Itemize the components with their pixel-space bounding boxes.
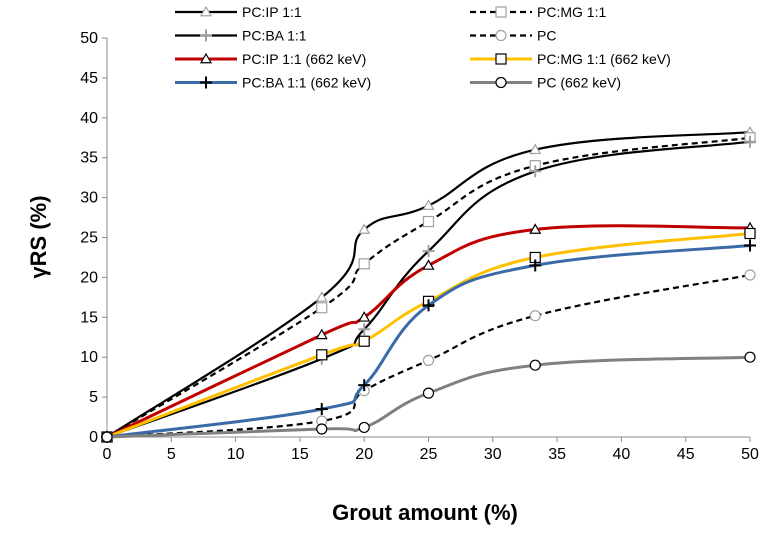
y-tick-label: 30 (80, 190, 98, 207)
data-point (316, 423, 328, 435)
y-tick-label: 0 (89, 429, 98, 446)
data-point (422, 245, 435, 258)
legend-label: PC (537, 28, 556, 44)
data-point (316, 302, 328, 314)
data-point (422, 215, 435, 228)
legend-item: PC:IP 1:1 (175, 4, 302, 20)
series-7 (101, 239, 756, 443)
data-point (358, 421, 370, 434)
legend-marker (200, 76, 212, 89)
legend-item: PC:BA 1:1 (175, 28, 307, 44)
data-point (744, 269, 756, 281)
data-point (422, 354, 435, 366)
x-tick-label: 20 (355, 446, 373, 463)
legend-item: PC:MG 1:1 (470, 4, 606, 20)
x-tick-label: 30 (484, 446, 502, 463)
y-axis-title: γRS (%) (26, 195, 51, 278)
series-line (106, 232, 751, 439)
series-line (106, 273, 751, 439)
y-tick-label: 20 (80, 269, 98, 286)
data-point (315, 403, 328, 416)
y-tick-label: 15 (80, 309, 98, 326)
data-point (529, 310, 541, 322)
data-point (422, 299, 435, 312)
data-point (529, 359, 541, 371)
series-line (106, 131, 751, 438)
legend-marker (495, 29, 507, 42)
legend-marker (495, 76, 507, 89)
series-line (106, 224, 751, 439)
data-point (744, 239, 756, 252)
data-point (315, 328, 328, 340)
x-tick-label: 5 (167, 446, 176, 463)
data-point (529, 259, 542, 272)
legend-marker (199, 5, 213, 17)
data-point (529, 165, 542, 178)
data-point (358, 379, 371, 392)
x-tick-label: 35 (548, 446, 566, 463)
y-tick-label: 40 (80, 110, 98, 127)
legend-label: PC:IP 1:1 (242, 4, 302, 20)
x-tick-label: 10 (227, 446, 245, 463)
x-axis-title: Grout amount (%) (332, 500, 518, 525)
x-tick-label: 0 (103, 446, 112, 463)
y-tick-label: 50 (80, 30, 98, 47)
x-tick-label: 45 (677, 446, 695, 463)
legend-marker (200, 29, 212, 42)
y-tick-label: 25 (80, 230, 98, 247)
data-point (358, 258, 370, 270)
legend-label: PC:BA 1:1 (662 keV) (242, 75, 371, 91)
legend-item: PC:IP 1:1 (662 keV) (175, 51, 366, 67)
data-point (358, 323, 371, 336)
axes: 0 5 10 15 20 25 30 35 40 45 50 0 5 10 15 20 25 30 35 40 45 50 (80, 30, 759, 463)
legend-marker (495, 53, 507, 65)
data-point (529, 143, 542, 155)
y-tick-label: 5 (89, 389, 98, 406)
data-point (529, 223, 542, 234)
data-point (422, 387, 435, 399)
data-point (358, 335, 370, 347)
x-tick-label: 25 (420, 446, 438, 463)
data-point (744, 227, 756, 240)
data-point (315, 291, 328, 302)
y-tick-label: 45 (80, 70, 98, 87)
series-layer (100, 125, 757, 443)
data-point (744, 351, 756, 363)
legend-label: PC:BA 1:1 (242, 28, 307, 44)
legend-item: PC:BA 1:1 (662 keV) (175, 75, 371, 91)
data-point (422, 199, 435, 210)
legend-marker (199, 52, 213, 64)
x-tick-label: 50 (741, 446, 759, 463)
legend-label: PC:MG 1:1 (662 keV) (537, 51, 671, 67)
data-point (358, 311, 371, 322)
data-point (358, 223, 371, 234)
series-line (106, 355, 751, 439)
legend-label: PC:IP 1:1 (662 keV) (242, 51, 366, 67)
legend-item: PC (662 keV) (470, 75, 621, 91)
legend-label: PC:MG 1:1 (537, 4, 606, 20)
x-tick-label: 40 (613, 446, 631, 463)
legend-label: PC (662 keV) (537, 75, 621, 91)
x-tick-label: 15 (291, 446, 309, 463)
y-tick-label: 10 (80, 349, 98, 366)
data-point (316, 349, 328, 361)
data-point (422, 259, 435, 270)
series-8 (101, 351, 756, 443)
y-tick-label: 35 (80, 150, 98, 167)
legend-marker (495, 6, 507, 18)
data-point (744, 135, 756, 148)
series-1 (100, 125, 757, 442)
data-point (101, 431, 113, 443)
legend-item: PC (470, 28, 556, 44)
legend: PC:IP 1:1 PC:MG 1:1 PC:BA 1:1 PC PC:IP 1:1 (… (175, 4, 671, 91)
legend-item: PC:MG 1:1 (662 keV) (470, 51, 671, 67)
series-line (106, 244, 751, 439)
